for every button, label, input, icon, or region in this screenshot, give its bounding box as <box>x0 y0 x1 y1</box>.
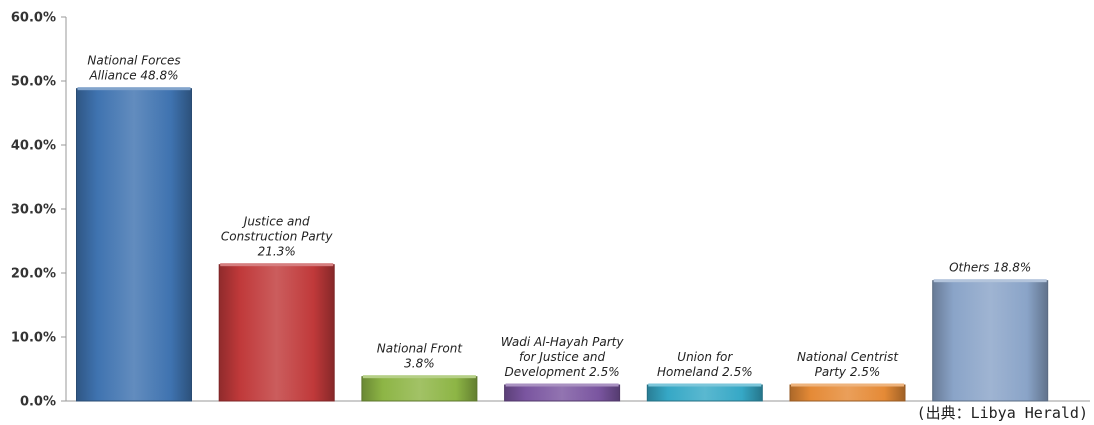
bar-data-label: Development 2.5% <box>505 365 620 379</box>
bar-cap <box>362 375 476 379</box>
y-tick-label: 60.0% <box>11 11 56 26</box>
bar-data-label: Homeland 2.5% <box>657 365 753 379</box>
y-tick-label: 30.0% <box>11 203 56 218</box>
bar <box>76 88 192 402</box>
source-note: (出典：Libya Herald) <box>917 404 1088 422</box>
bar <box>504 384 621 402</box>
bar-cap <box>505 383 619 387</box>
y-tick-label: 50.0% <box>11 75 56 90</box>
bar-cap <box>648 383 762 387</box>
bar-data-label: National Centrist <box>797 350 899 364</box>
bar-data-label: Construction Party <box>221 230 333 244</box>
y-tick-label: 40.0% <box>11 139 56 154</box>
bar-data-label: Others 18.8% <box>949 261 1031 275</box>
bar-cap <box>77 87 191 91</box>
bar-data-label: Justice and <box>242 215 310 229</box>
bar-data-label: National Forces <box>87 54 180 68</box>
bar <box>789 384 906 402</box>
bar-data-label: Wadi Al-Hayah Party <box>501 335 625 349</box>
bar-cap <box>220 263 334 267</box>
bar-data-label: 21.3% <box>258 245 296 259</box>
bars <box>76 87 1049 402</box>
bar-data-label: 3.8% <box>404 357 435 371</box>
bar-cap <box>791 383 904 387</box>
y-tick-label: 20.0% <box>11 267 56 282</box>
bar-data-label: Union for <box>677 350 733 364</box>
bar-data-label: Party 2.5% <box>815 365 881 379</box>
bar <box>646 384 763 402</box>
bar-data-label: for Justice and <box>519 350 606 364</box>
bar <box>218 264 335 402</box>
bar-cap <box>933 279 1047 283</box>
bar-data-label: National Front <box>377 342 464 356</box>
bar <box>361 376 478 402</box>
y-tick-label: 0.0% <box>20 395 56 410</box>
bar <box>932 280 1049 402</box>
y-tick-label: 10.0% <box>11 331 56 346</box>
bar-data-label: Alliance 48.8% <box>88 69 178 83</box>
